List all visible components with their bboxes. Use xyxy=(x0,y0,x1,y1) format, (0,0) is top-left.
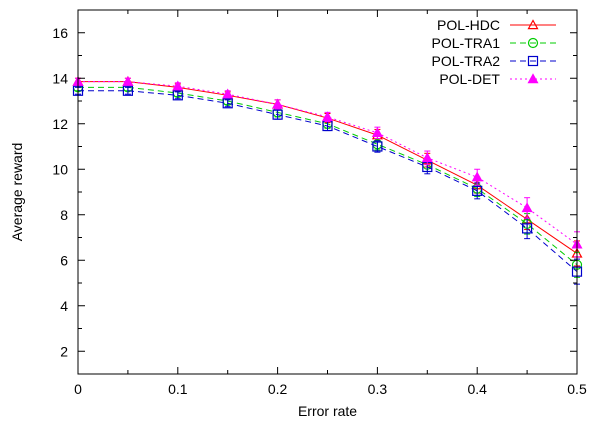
x-tick-label: 0.3 xyxy=(368,381,388,397)
y-axis-title: Average reward xyxy=(9,143,25,242)
series-line xyxy=(78,81,578,245)
data-point xyxy=(521,202,533,213)
series-pol-det xyxy=(72,75,583,258)
data-point xyxy=(421,152,433,163)
plot-frame xyxy=(77,9,578,375)
legend-marker xyxy=(527,73,539,84)
y-tick-label: 14 xyxy=(52,70,68,86)
legend: POL-HDC POL-TRA1 POL-TRA2 POL-DET xyxy=(432,17,556,87)
data-point xyxy=(172,90,183,101)
series-layer xyxy=(72,75,583,285)
legend-marker xyxy=(527,55,539,67)
data-point xyxy=(222,98,233,109)
x-tick-label: 0 xyxy=(74,381,82,397)
data-point xyxy=(122,85,134,96)
y-tick-label: 2 xyxy=(60,343,68,359)
series-line xyxy=(78,81,578,254)
axes-layer: 0 0.1 0.2 0.3 0.4 0.5 2 4 6 8 10 12 14 16 xyxy=(52,9,587,397)
data-point xyxy=(521,223,533,234)
legend-label: POL-TRA1 xyxy=(432,35,501,51)
x-tick-label: 0.4 xyxy=(467,381,487,397)
y-tick-label: 6 xyxy=(60,252,68,268)
legend-label: POL-DET xyxy=(439,71,500,87)
data-point xyxy=(272,98,284,109)
data-point xyxy=(371,127,383,138)
data-point xyxy=(122,75,134,86)
data-point xyxy=(372,141,383,152)
y-tick-label: 10 xyxy=(52,161,68,177)
legend-label: POL-TRA2 xyxy=(432,53,501,69)
legend-marker xyxy=(527,19,539,30)
data-point xyxy=(222,88,234,99)
y-tick-label: 16 xyxy=(52,25,68,41)
data-point xyxy=(272,109,283,120)
y-tick-label: 4 xyxy=(60,298,68,314)
data-point xyxy=(172,80,184,91)
data-point xyxy=(472,185,483,196)
y-tick-label: 12 xyxy=(52,116,68,132)
x-tick-label: 0.2 xyxy=(268,381,288,397)
legend-label: POL-HDC xyxy=(437,17,500,33)
y-tick-label: 8 xyxy=(60,207,68,223)
x-tick-label: 0.5 xyxy=(567,381,587,397)
legend-marker xyxy=(527,37,539,49)
data-point xyxy=(471,171,483,182)
x-axis-title: Error rate xyxy=(298,403,357,419)
data-point xyxy=(321,111,334,122)
series-pol-hdc xyxy=(72,75,583,267)
x-tick-label: 0.1 xyxy=(168,381,188,397)
